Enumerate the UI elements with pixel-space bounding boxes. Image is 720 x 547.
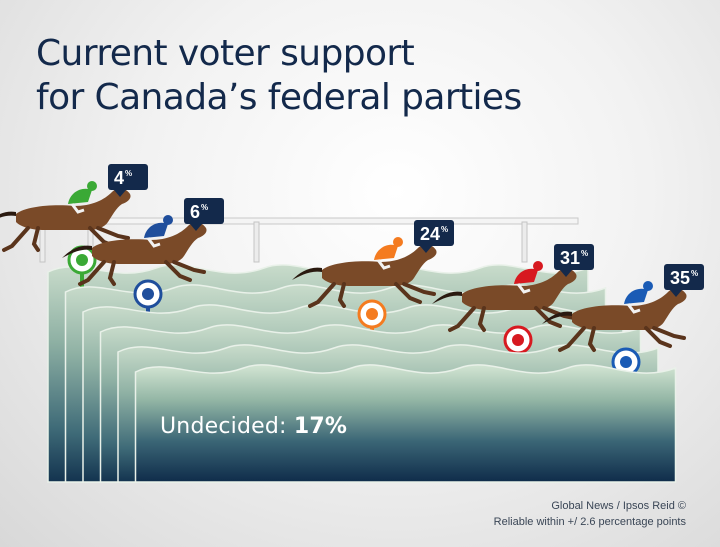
undecided-text: Undecided: [160,414,287,439]
horse-mark [0,180,131,252]
value-unit: % [201,203,208,212]
value-number: 35 [670,268,690,288]
party-post [133,279,163,326]
value-number: 4 [114,168,124,188]
source-line-1: Global News / Ipsos Reid © [551,500,686,512]
value-number: 31 [560,248,580,268]
value-unit: % [125,169,132,178]
chart-title: Current voter support for Canada’s feder… [36,32,522,120]
value-unit: % [581,249,588,258]
title-line-1: Current voter support [36,33,415,74]
undecided-value: 17% [293,414,348,439]
value-number: 24 [420,224,440,244]
value-label: 6% [184,198,224,231]
value-label: 24% [414,220,454,253]
source-line-2: Reliable within +/ 2.6 percentage points [493,516,686,528]
value-unit: % [441,225,448,234]
source-note: Global News / Ipsos Reid © Reliable with… [494,498,686,530]
undecided-label: Undecided: 17% [160,414,347,439]
value-label: 35% [664,264,704,297]
title-line-2: for Canada’s federal parties [36,77,522,118]
undecided-bar [134,364,677,483]
party-post [67,245,97,292]
horse-mark [292,236,437,308]
value-label: 4% [108,164,148,197]
horse-mark [542,280,687,352]
value-unit: % [691,269,698,278]
party-post [357,299,387,346]
value-label: 31% [554,244,594,277]
horse-mark [62,214,207,286]
horse-mark [432,260,577,332]
value-number: 6 [190,202,200,222]
